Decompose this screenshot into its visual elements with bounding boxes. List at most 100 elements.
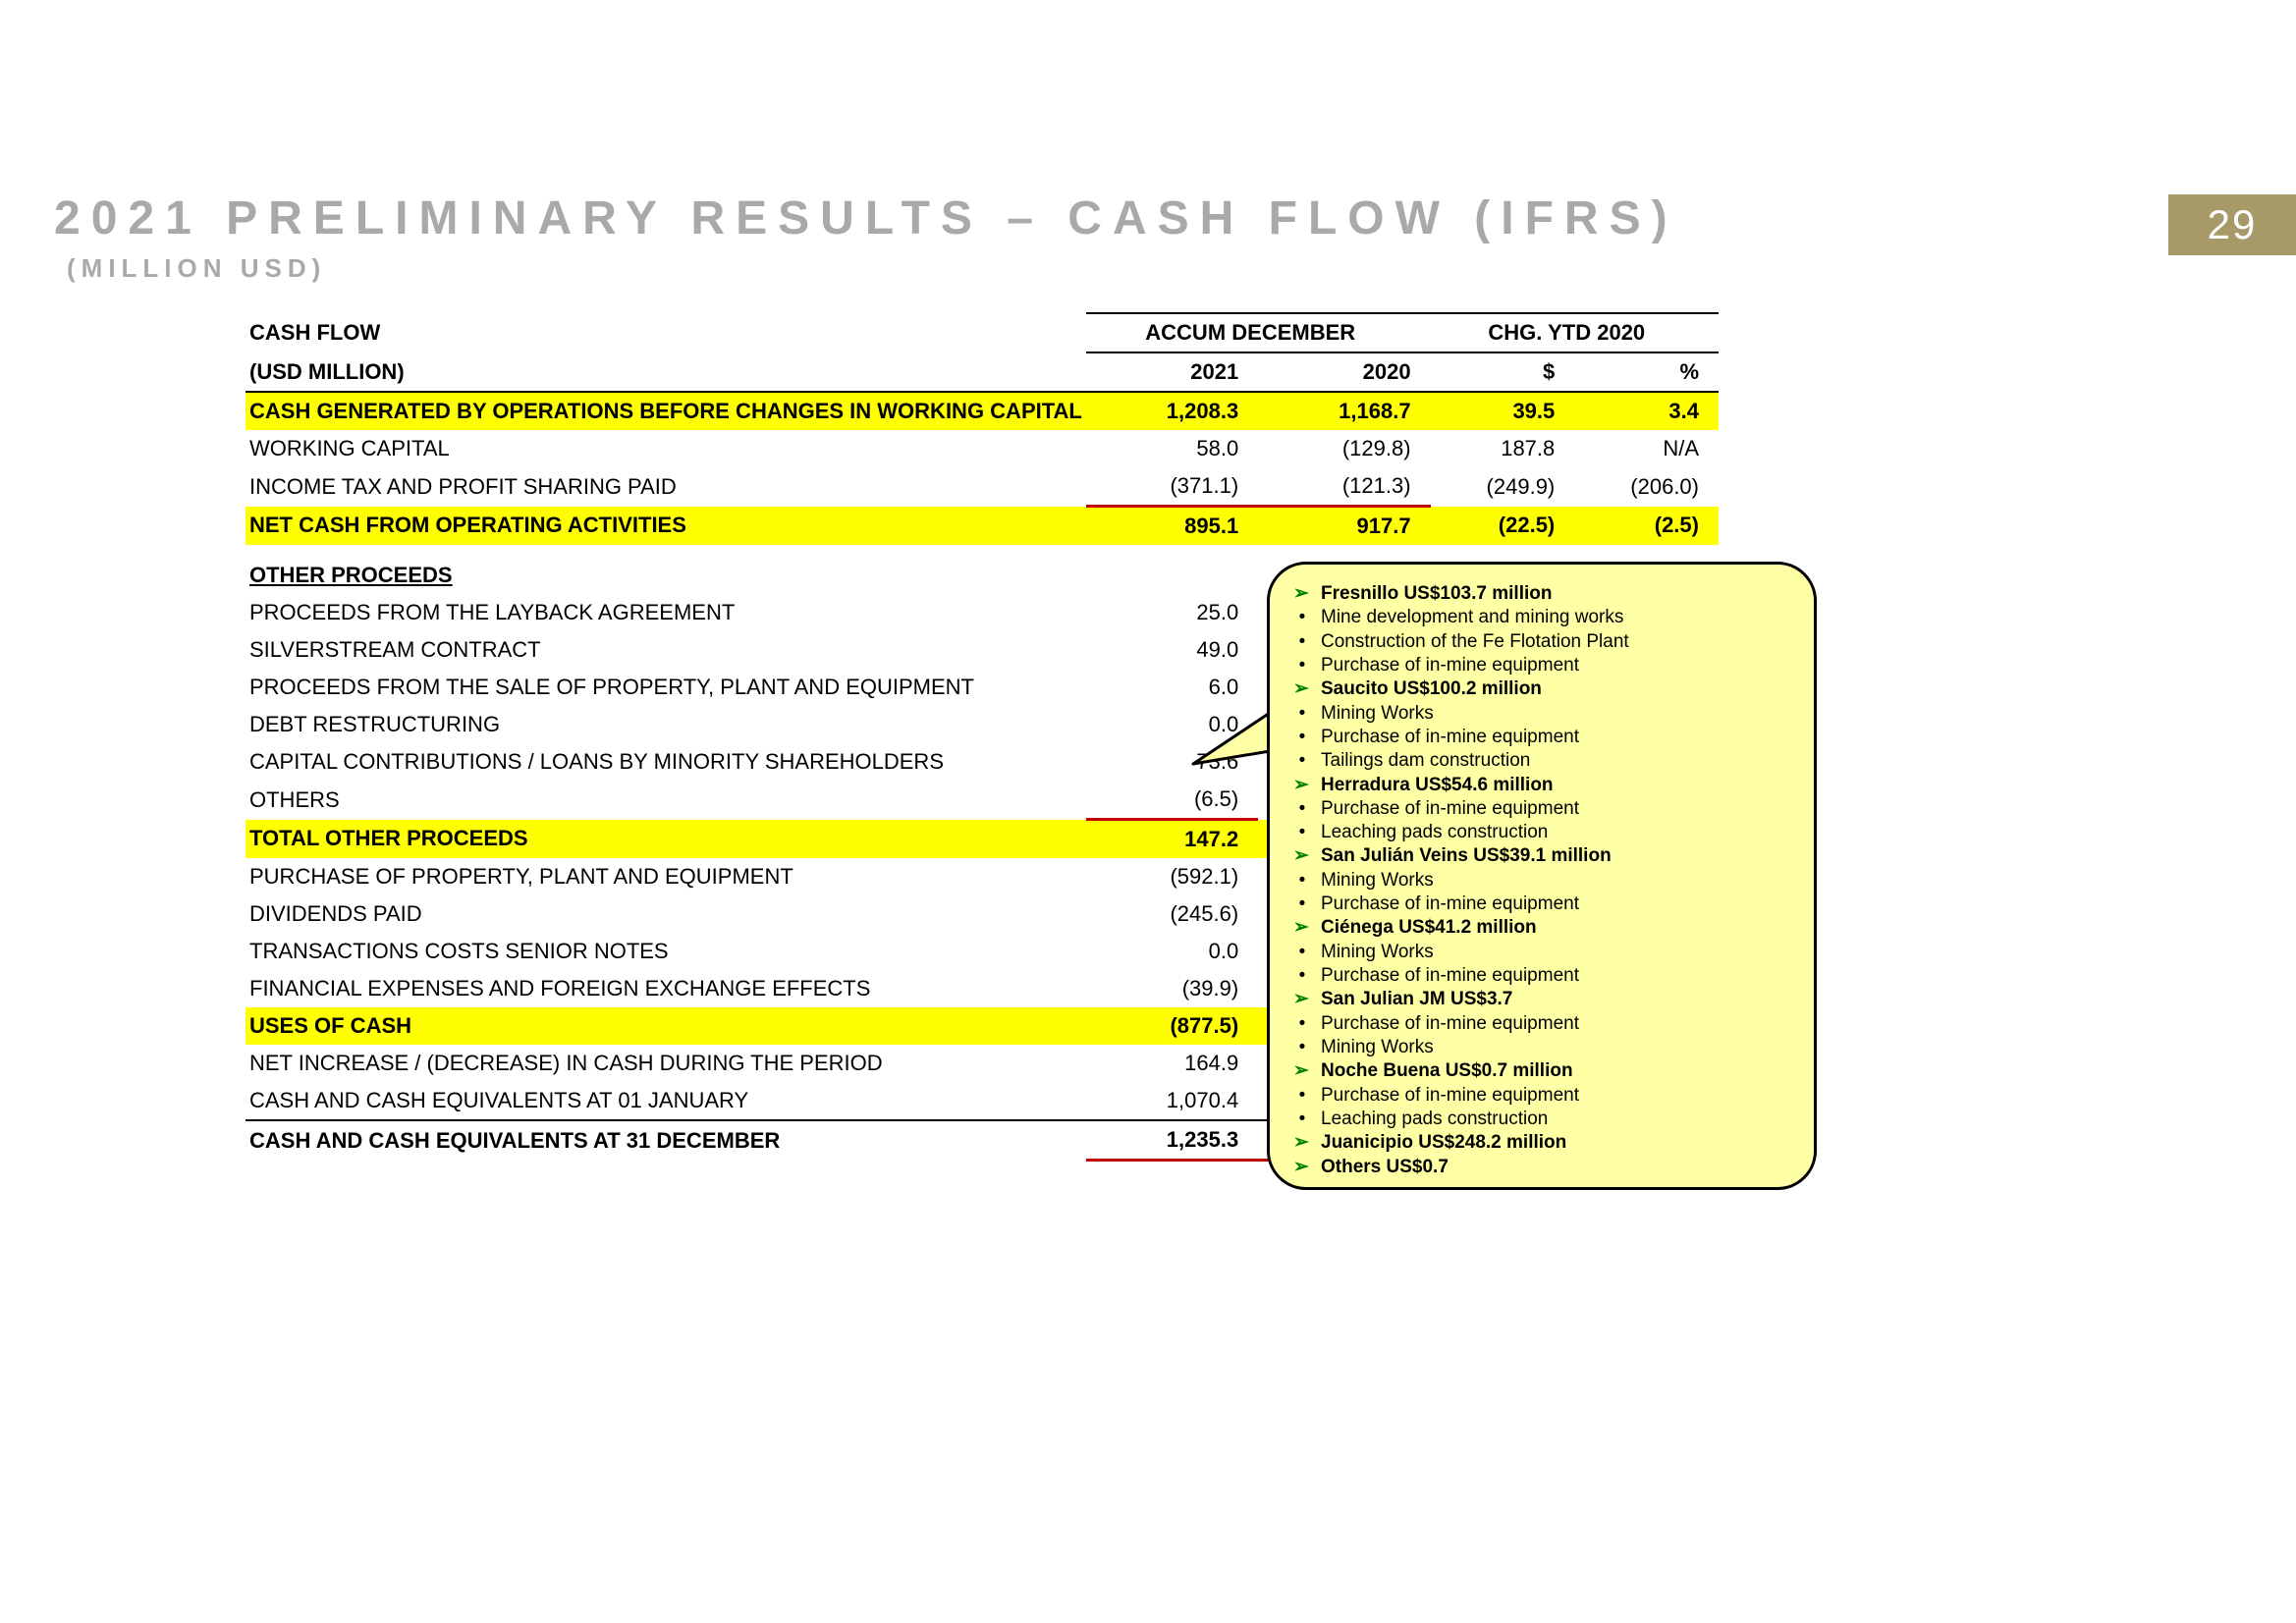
callout-text: Leaching pads construction (1321, 1108, 1548, 1131)
callout-text: Mining Works (1321, 702, 1434, 726)
hdr-dollar: $ (1431, 352, 1575, 392)
row-value: 25.0 (1086, 594, 1258, 631)
row-label: CAPITAL CONTRIBUTIONS / LOANS BY MINORIT… (246, 743, 1086, 781)
row-value: 39.5 (1431, 392, 1575, 430)
row-value: (206.0) (1574, 467, 1719, 507)
row-label: CASH AND CASH EQUIVALENTS AT 31 DECEMBER (246, 1120, 1086, 1161)
callout-line: • Construction of the Fe Flotation Plant (1293, 630, 1790, 654)
callout-text: Noche Buena US$0.7 million (1321, 1059, 1573, 1083)
row-value: N/A (1574, 430, 1719, 467)
page-number-badge: 29 (2168, 194, 2296, 255)
row-label: DIVIDENDS PAID (246, 895, 1086, 933)
bullet-icon: • (1293, 654, 1311, 677)
callout-line: ➢ Herradura US$54.6 million (1293, 774, 1790, 797)
row-value: 1,208.3 (1086, 392, 1258, 430)
row-value: (121.3) (1258, 467, 1430, 507)
row-label: TOTAL OTHER PROCEEDS (246, 820, 1086, 859)
bullet-icon: • (1293, 893, 1311, 916)
row-value: 6.0 (1086, 669, 1258, 706)
callout-text: Others US$0.7 (1321, 1156, 1449, 1179)
callout-line: •Purchase of in-mine equipment (1293, 1012, 1790, 1036)
callout-text: Purchase of in-mine equipment (1321, 964, 1579, 988)
row-label: CASH AND CASH EQUIVALENTS AT 01 JANUARY (246, 1082, 1086, 1120)
callout-text: Mine development and mining works (1321, 606, 1623, 629)
hdr-accum: ACCUM DECEMBER (1086, 313, 1431, 352)
callout-text: Purchase of in-mine equipment (1321, 893, 1579, 916)
capex-callout: ➢ Fresnillo US$103.7 million • Mine develop… (1267, 562, 1817, 1190)
arrow-icon: ➢ (1293, 677, 1311, 701)
row-value: 0.0 (1086, 706, 1258, 743)
row-label: DEBT RESTRUCTURING (246, 706, 1086, 743)
arrow-icon: ➢ (1293, 582, 1311, 606)
row-value: 1,235.3 (1086, 1120, 1258, 1161)
row-value: 58.0 (1086, 430, 1258, 467)
callout-line: ➢ Saucito US$100.2 million (1293, 677, 1790, 701)
callout-text: San Julián Veins US$39.1 million (1321, 844, 1612, 868)
bullet-icon: • (1293, 606, 1311, 629)
arrow-icon: ➢ (1293, 1131, 1311, 1155)
callout-text: Mining Works (1321, 1036, 1434, 1059)
arrow-icon: ➢ (1293, 1059, 1311, 1083)
arrow-icon: ➢ (1293, 844, 1311, 868)
row-value: 49.0 (1086, 631, 1258, 669)
bullet-icon: • (1293, 630, 1311, 654)
row-label: FINANCIAL EXPENSES AND FOREIGN EXCHANGE … (246, 970, 1086, 1007)
callout-line: ➢ Fresnillo US$103.7 million (1293, 582, 1790, 606)
callout-text: Purchase of in-mine equipment (1321, 1012, 1579, 1036)
callout-text: Juanicipio US$248.2 million (1321, 1131, 1566, 1155)
row-value: (39.9) (1086, 970, 1258, 1007)
bullet-icon: • (1293, 726, 1311, 749)
row-value: 1,168.7 (1258, 392, 1430, 430)
callout-line: ➢ Juanicipio US$248.2 million (1293, 1131, 1790, 1155)
bullet-icon: • (1293, 821, 1311, 844)
callout-text: Purchase of in-mine equipment (1321, 797, 1579, 821)
callout-text: Fresnillo US$103.7 million (1321, 582, 1552, 606)
callout-line: • Purchase of in-mine equipment (1293, 797, 1790, 821)
callout-text: Saucito US$100.2 million (1321, 677, 1542, 701)
arrow-icon: ➢ (1293, 774, 1311, 797)
row-value: 895.1 (1086, 507, 1258, 546)
callout-text: Construction of the Fe Flotation Plant (1321, 630, 1629, 654)
callout-line: • Purchase of in-mine equipment (1293, 726, 1790, 749)
row-value: (6.5) (1086, 781, 1258, 820)
row-value: (371.1) (1086, 467, 1258, 507)
row-value: 3.4 (1574, 392, 1719, 430)
table-row: CASH GENERATED BY OPERATIONS BEFORE CHAN… (246, 392, 1719, 430)
bullet-icon: • (1293, 1108, 1311, 1131)
table-row: NET CASH FROM OPERATING ACTIVITIES895.19… (246, 507, 1719, 546)
hdr-2021: 2021 (1086, 352, 1258, 392)
callout-line: • Mining Works (1293, 1036, 1790, 1059)
row-value: 164.9 (1086, 1045, 1258, 1082)
callout-text: Ciénega US$41.2 million (1321, 916, 1537, 940)
row-value: 73.6 (1086, 743, 1258, 781)
callout-line: ➢San Julian JM US$3.7 (1293, 988, 1790, 1011)
table-header-row-2: (USD MILLION) 2021 2020 $ % (246, 352, 1719, 392)
row-label: TRANSACTIONS COSTS SENIOR NOTES (246, 933, 1086, 970)
row-label: NET CASH FROM OPERATING ACTIVITIES (246, 507, 1086, 546)
callout-text: Herradura US$54.6 million (1321, 774, 1554, 797)
callout-line: ➢ Others US$0.7 (1293, 1156, 1790, 1179)
bullet-icon: • (1293, 797, 1311, 821)
callout-text: Mining Works (1321, 869, 1434, 893)
callout-line: • Mine development and mining works (1293, 606, 1790, 629)
row-value: (22.5) (1431, 507, 1575, 546)
callout-line: •Mining Works (1293, 702, 1790, 726)
bullet-icon: • (1293, 1036, 1311, 1059)
callout-text: Purchase of in-mine equipment (1321, 726, 1579, 749)
row-label: NET INCREASE / (DECREASE) IN CASH DURING… (246, 1045, 1086, 1082)
arrow-icon: ➢ (1293, 1156, 1311, 1179)
arrow-icon: ➢ (1293, 988, 1311, 1011)
table-header-row-1: CASH FLOW ACCUM DECEMBER CHG. YTD 2020 (246, 313, 1719, 352)
row-value: 147.2 (1086, 820, 1258, 859)
callout-line: •Mining Works (1293, 869, 1790, 893)
callout-text: Mining Works (1321, 941, 1434, 964)
row-label: CASH GENERATED BY OPERATIONS BEFORE CHAN… (246, 392, 1086, 430)
page-subtitle: (MILLION USD) (67, 253, 326, 284)
row-value: 1,070.4 (1086, 1082, 1258, 1120)
callout-line: •Purchase of in-mine equipment (1293, 964, 1790, 988)
table-row: INCOME TAX AND PROFIT SHARING PAID(371.1… (246, 467, 1719, 507)
bullet-icon: • (1293, 1084, 1311, 1108)
row-value: (592.1) (1086, 858, 1258, 895)
callout-line: • Purchase of in-mine equipment (1293, 893, 1790, 916)
row-label: PURCHASE OF PROPERTY, PLANT AND EQUIPMEN… (246, 858, 1086, 895)
